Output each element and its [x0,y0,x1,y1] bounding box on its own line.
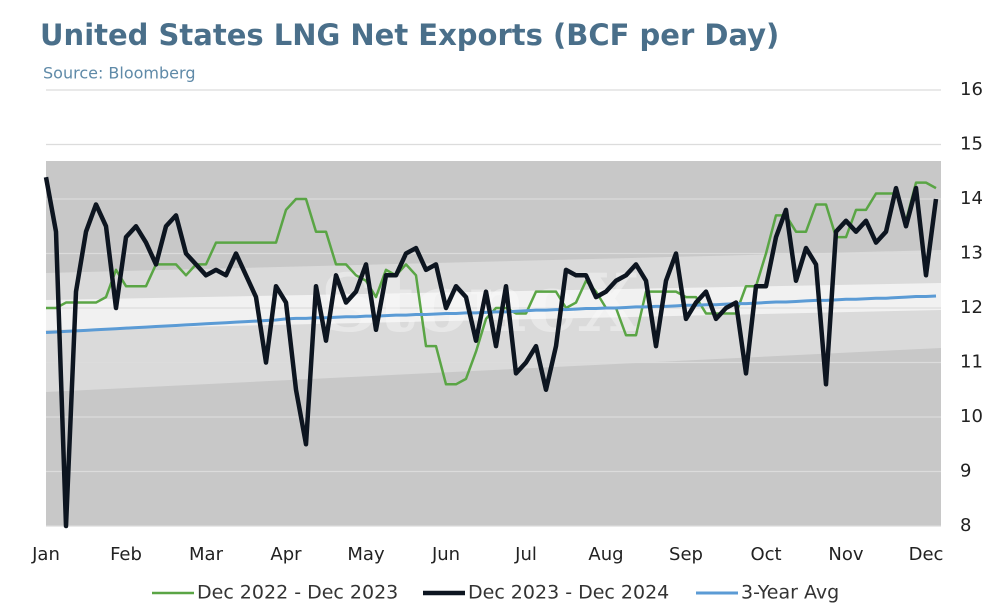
x-tick-label: Jun [431,544,460,565]
y-tick-label: 11 [960,352,983,373]
x-tick-label: Apr [270,544,302,565]
legend-label: 3-Year Avg [741,582,839,604]
x-tick-label: Dec [909,544,944,565]
x-tick-label: May [347,544,385,565]
series-line [43,176,939,529]
x-tick-label: Aug [588,544,623,565]
chart-title: United States LNG Net Exports (BCF per D… [40,18,779,52]
y-tick-label: 15 [960,134,983,155]
legend-label: Dec 2022 - Dec 2023 [197,582,398,604]
y-tick-label: 10 [960,406,983,427]
y-tick-label: 13 [960,243,983,264]
y-tick-label: 14 [960,188,983,209]
x-tick-label: Oct [750,544,781,565]
x-tick-label: Nov [828,544,863,565]
x-tick-label: Sep [669,544,703,565]
x-tick-label: Mar [189,544,224,565]
x-tick-label: Feb [110,544,142,565]
legend-label: Dec 2023 - Dec 2024 [468,582,669,604]
y-tick-label: 12 [960,297,983,318]
x-tick-label: Jan [31,544,60,565]
chart-subtitle: Source: Bloomberg [43,64,195,83]
y-tick-label: 8 [960,515,971,536]
y-tick-label: 16 [960,79,983,100]
y-tick-label: 9 [960,461,971,482]
x-tick-label: Jul [514,544,537,565]
